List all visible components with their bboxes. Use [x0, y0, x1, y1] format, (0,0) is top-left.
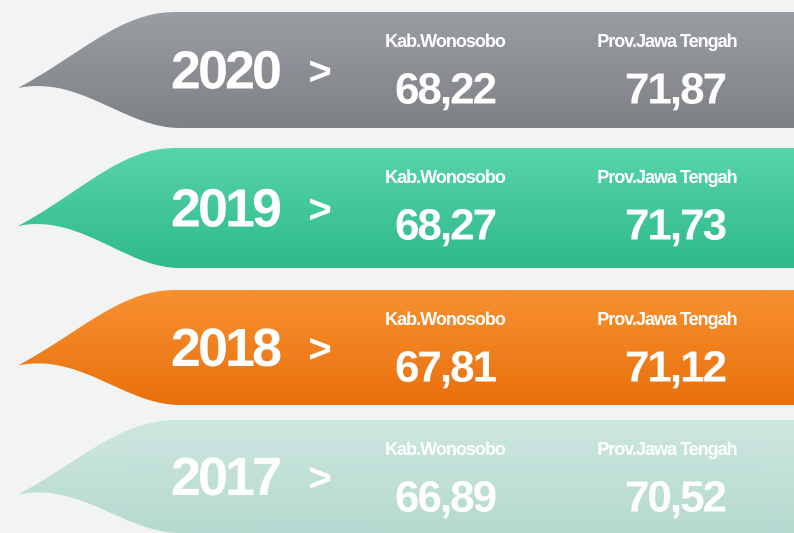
- separator: >: [308, 327, 331, 371]
- right-value: 70,52: [625, 473, 726, 522]
- left-value: 68,22: [395, 65, 496, 114]
- year: 2020: [171, 40, 280, 100]
- year: 2019: [171, 178, 281, 238]
- right-label: Prov.Jawa Tengah: [597, 31, 736, 51]
- year: 2017: [171, 447, 280, 507]
- left-value: 67,81: [395, 343, 497, 392]
- ribbon-row: 2019 > Kab.Wonosobo 68,27 Prov.Jawa Tengah 71…: [18, 148, 794, 268]
- ribbon-row: 2020 > Kab.Wonosobo 68,22 Prov.Jawa Tengah 71…: [18, 12, 794, 128]
- left-label: Kab.Wonosobo: [385, 309, 506, 329]
- left-label: Kab.Wonosobo: [385, 439, 506, 459]
- right-label: Prov.Jawa Tengah: [597, 439, 736, 459]
- ribbon-row: 2018 > Kab.Wonosobo 67,81 Prov.Jawa Tengah 71…: [18, 290, 794, 405]
- left-value: 66,89: [395, 473, 496, 522]
- right-value: 71,73: [625, 201, 726, 250]
- separator: >: [308, 50, 331, 94]
- left-label: Kab.Wonosobo: [385, 31, 506, 51]
- year: 2018: [171, 318, 281, 378]
- left-label: Kab.Wonosobo: [385, 167, 506, 187]
- right-label: Prov.Jawa Tengah: [597, 309, 736, 329]
- infographic: 2020 > Kab.Wonosobo 68,22 Prov.Jawa Tengah 71…: [0, 0, 794, 533]
- right-value: 71,87: [625, 65, 726, 114]
- separator: >: [308, 188, 331, 232]
- right-label: Prov.Jawa Tengah: [597, 167, 736, 187]
- left-value: 68,27: [395, 201, 496, 250]
- right-value: 71,12: [625, 343, 726, 392]
- separator: >: [308, 456, 331, 500]
- ribbon-row: 2017 > Kab.Wonosobo 66,89 Prov.Jawa Tengah 70…: [18, 420, 794, 533]
